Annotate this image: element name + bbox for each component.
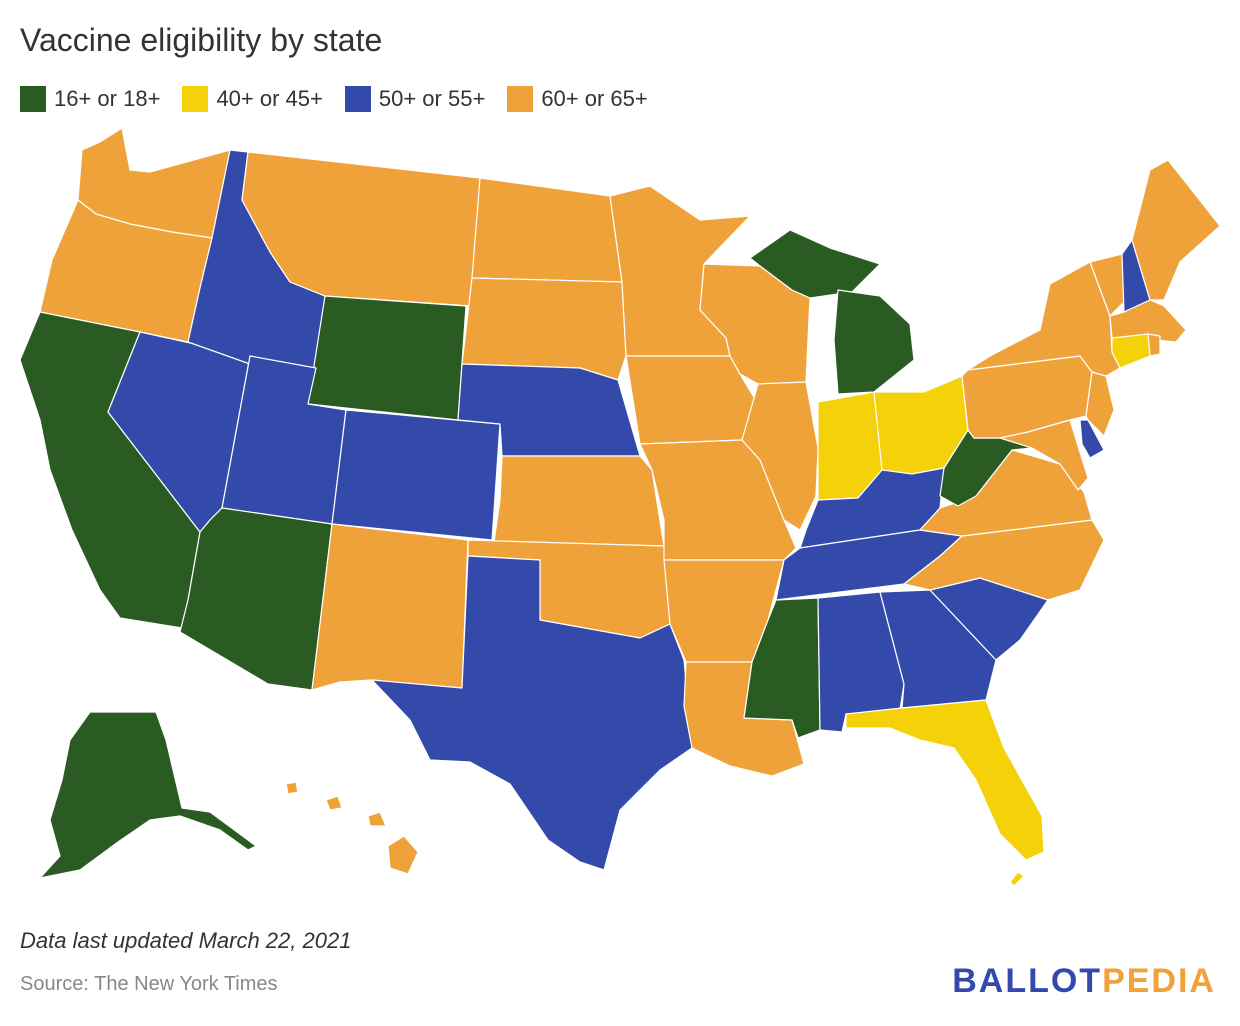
state-hawaii-big-island[interactable] <box>387 835 419 875</box>
state-michigan-lower[interactable] <box>833 289 915 395</box>
state-rhode-island[interactable] <box>1147 333 1161 357</box>
state-maryland[interactable] <box>999 419 1089 491</box>
ballotpedia-logo: BALLOTPEDIA <box>952 962 1216 1001</box>
legend-label-40-45: 40+ or 45+ <box>216 86 323 111</box>
state-north-carolina[interactable] <box>903 519 1105 601</box>
state-alaska[interactable] <box>39 711 257 879</box>
source-text: Source: The New York Times <box>20 973 278 995</box>
legend-item-60-65: 60+ or 65+ <box>507 86 648 112</box>
legend-item-50-55: 50+ or 55+ <box>344 86 486 112</box>
logo-part-2: PEDIA <box>1102 962 1216 1000</box>
state-maine[interactable] <box>1131 159 1221 301</box>
state-kansas[interactable] <box>493 455 665 547</box>
legend-label-16-18: 16+ or 18+ <box>54 86 161 111</box>
state-hawaii-maui[interactable] <box>367 811 387 827</box>
state-arizona[interactable] <box>179 507 333 691</box>
legend-item-16-18: 16+ or 18+ <box>20 86 160 112</box>
legend-swatch-50-55 <box>344 86 371 112</box>
state-wyoming[interactable] <box>307 295 467 421</box>
state-new-mexico[interactable] <box>311 523 469 691</box>
state-florida[interactable] <box>845 699 1045 861</box>
state-hawaii-kauai[interactable] <box>285 781 299 795</box>
logo-part-1: BALLOT <box>952 962 1103 1000</box>
state-illinois[interactable] <box>741 381 819 531</box>
us-map <box>19 127 1221 887</box>
state-texas[interactable] <box>371 555 693 871</box>
legend-swatch-60-65 <box>507 86 534 112</box>
state-connecticut[interactable] <box>1111 333 1151 369</box>
legend-swatch-40-45 <box>182 86 209 112</box>
legend-label-50-55: 50+ or 55+ <box>378 86 486 111</box>
state-florida-keys[interactable] <box>1009 871 1025 887</box>
map-title: Vaccine eligibility by state <box>20 22 383 58</box>
state-delaware[interactable] <box>1079 419 1105 459</box>
state-north-dakota[interactable] <box>471 177 623 283</box>
state-hawaii-oahu[interactable] <box>325 795 343 811</box>
state-colorado[interactable] <box>331 409 501 541</box>
legend: 16+ or 18+ 40+ or 45+ 50+ or 55+ 60+ or … <box>20 86 648 112</box>
legend-label-60-65: 60+ or 65+ <box>541 86 648 111</box>
legend-item-40-45: 40+ or 45+ <box>182 86 323 112</box>
legend-swatch-16-18 <box>20 86 46 112</box>
data-updated-note: Data last updated March 22, 2021 <box>20 928 352 953</box>
